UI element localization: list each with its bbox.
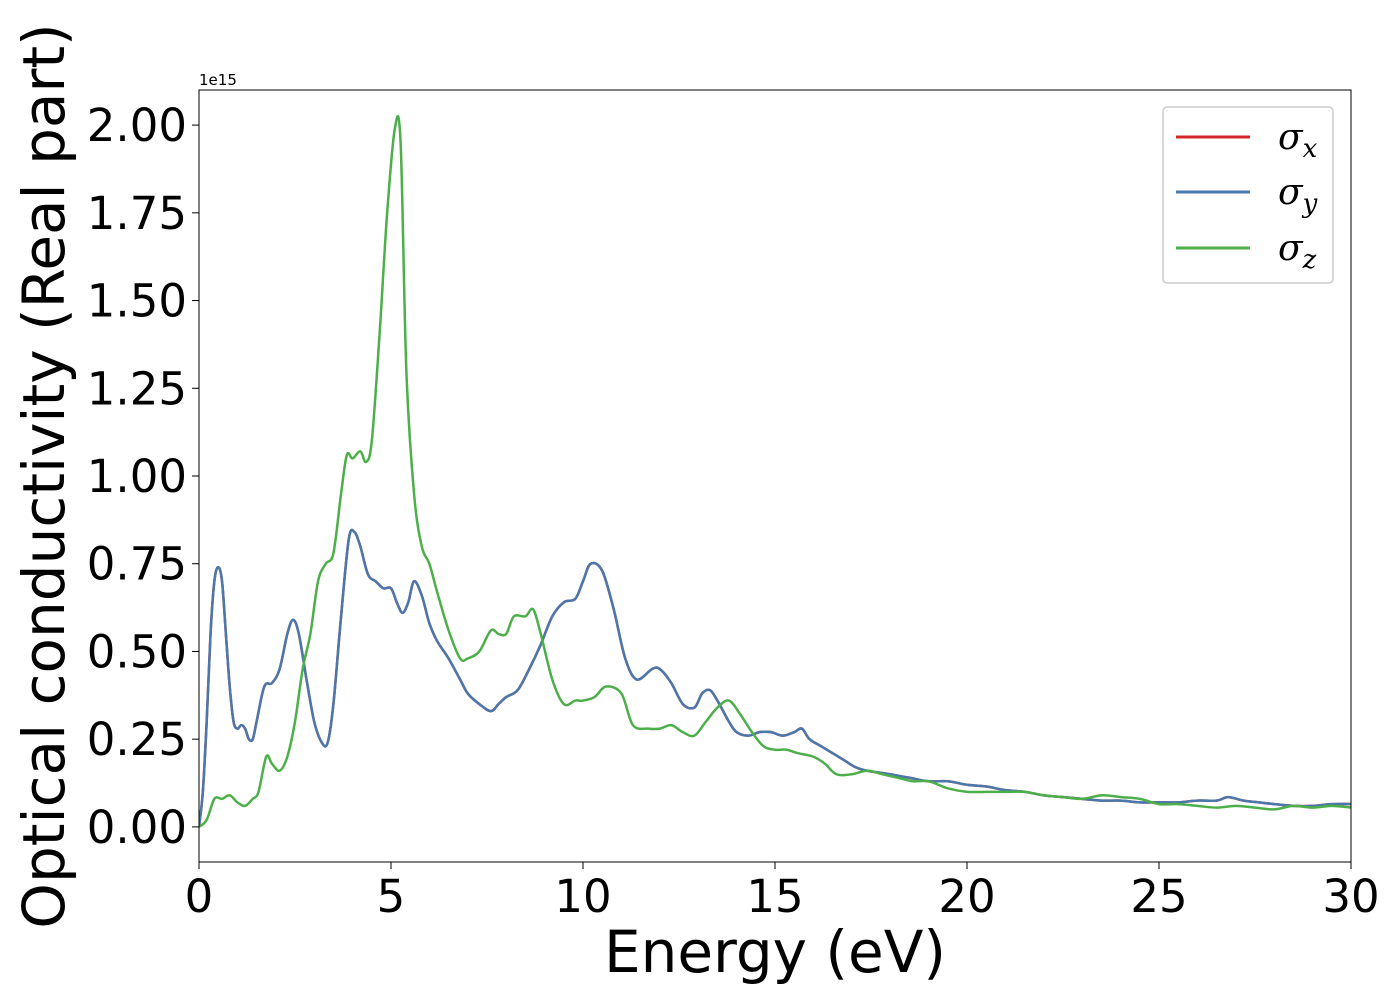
x-tick-label: 20 bbox=[938, 870, 995, 923]
x-tick-label: 10 bbox=[554, 870, 611, 923]
y-tick-label: 0.00 bbox=[87, 801, 187, 854]
legend-label-x: σx bbox=[1278, 117, 1318, 164]
legend-entries: σx σy σz bbox=[1176, 117, 1318, 275]
x-tick-label: 15 bbox=[746, 870, 803, 923]
x-tick-label: 25 bbox=[1130, 870, 1187, 923]
series-line-z bbox=[199, 115, 1351, 828]
x-tick-label: 30 bbox=[1322, 870, 1379, 923]
y-tick-label: 1.50 bbox=[87, 275, 187, 328]
y-tick-label: 0.75 bbox=[87, 538, 187, 591]
x-axis-label: Energy (eV) bbox=[604, 918, 946, 986]
legend: σx σy σz bbox=[1162, 106, 1334, 284]
x-axis: 0 5 10 15 20 25 30 bbox=[185, 862, 1380, 923]
y-axis: 0.00 0.25 0.50 0.75 1.00 1.25 1.50 1.75 2.00 bbox=[87, 99, 199, 854]
x-tick-label: 0 bbox=[185, 870, 214, 923]
legend-label-z: σz bbox=[1278, 228, 1317, 275]
y-tick-label: 1.00 bbox=[87, 450, 187, 503]
y-tick-label: 2.00 bbox=[87, 99, 187, 152]
legend-box bbox=[1162, 106, 1334, 284]
y-axis-label: Optical conductivity (Real part) bbox=[10, 23, 78, 928]
x-tick-label: 5 bbox=[377, 870, 406, 923]
y-tick-label: 0.25 bbox=[87, 713, 187, 766]
y-tick-label: 1.75 bbox=[87, 187, 187, 240]
y-tick-label: 0.50 bbox=[87, 625, 187, 678]
y-offset-label: 1e15 bbox=[199, 71, 237, 89]
series-layer bbox=[199, 115, 1351, 828]
legend-label-y: σy bbox=[1278, 172, 1318, 219]
y-tick-label: 1.25 bbox=[87, 362, 187, 415]
